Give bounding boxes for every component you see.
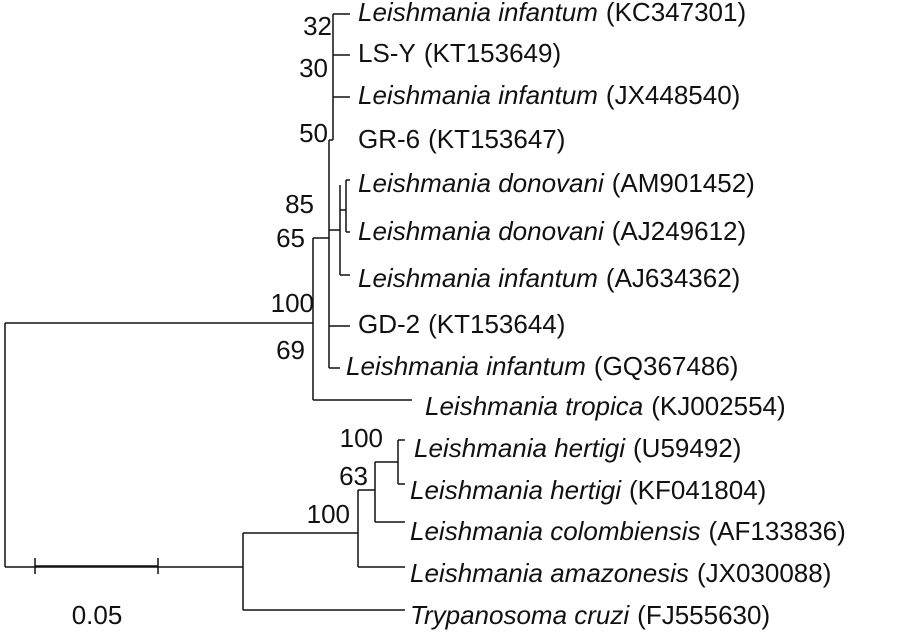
branches (4, 13, 412, 611)
leaf-label: Leishmania infantum (JX448540) (358, 80, 740, 110)
accession: (JX448540) (606, 80, 740, 110)
leaf-label: Leishmania infantum (AJ634362) (358, 263, 740, 293)
bootstrap-value: 50 (299, 118, 328, 148)
leaf-label: Leishmania hertigi (U59492) (414, 433, 741, 463)
accession: (JX030088) (697, 558, 831, 588)
species-name: Leishmania donovani (358, 168, 605, 198)
strain-name: GD-2 (358, 309, 420, 339)
leaf-label: Leishmania infantum (GQ367486) (346, 351, 738, 381)
species-name: Leishmania infantum (358, 0, 598, 27)
leaf-label: Trypanosoma cruzi (FJ555630) (410, 600, 770, 630)
accession: (KJ002554) (651, 391, 785, 421)
bootstrap-value: 65 (276, 223, 305, 253)
bootstrap-value: 100 (271, 288, 314, 318)
bootstrap-value: 30 (299, 53, 328, 83)
species-name: Leishmania amazonesis (410, 558, 689, 588)
accession: (AM901452) (612, 168, 755, 198)
species-name: Leishmania tropica (425, 391, 643, 421)
species-name: Leishmania donovani (358, 216, 605, 246)
accession: (AF133836) (708, 516, 845, 546)
species-name: Leishmania infantum (358, 80, 598, 110)
species-name: Leishmania colombiensis (410, 516, 700, 546)
bootstrap-value: 100 (307, 499, 350, 529)
species-name: Trypanosoma cruzi (410, 600, 630, 630)
accession: (KF041804) (629, 475, 766, 505)
scale-label: 0.05 (72, 600, 123, 630)
accession: (KT153647) (428, 124, 565, 154)
species-name: Leishmania infantum (346, 351, 586, 381)
leaf-label: Leishmania amazonesis (JX030088) (410, 558, 831, 588)
leaf-label: GD-2 (KT153644) (358, 309, 565, 339)
leaf-label: LS-Y (KT153649) (358, 38, 561, 68)
leaf-label: Leishmania colombiensis (AF133836) (410, 516, 846, 546)
accession: (AJ634362) (606, 263, 740, 293)
accession: (GQ367486) (594, 351, 739, 381)
species-name: Leishmania hertigi (414, 433, 626, 463)
leaf-label: Leishmania tropica (KJ002554) (425, 391, 786, 421)
scale-bar (34, 558, 159, 574)
bootstrap-value: 63 (339, 461, 368, 491)
bootstrap-value: 100 (340, 423, 383, 453)
leaf-label: Leishmania infantum (KC347301) (358, 0, 746, 27)
species-name: Leishmania hertigi (410, 475, 622, 505)
strain-name: GR-6 (358, 124, 420, 154)
bootstrap-value: 85 (285, 189, 314, 219)
strain-name: LS-Y (358, 38, 416, 68)
bootstrap-value: 69 (276, 335, 305, 365)
leaf-label: Leishmania hertigi (KF041804) (410, 475, 766, 505)
accession: (U59492) (633, 433, 741, 463)
accession: (FJ555630) (637, 600, 770, 630)
accession: (KT153649) (424, 38, 561, 68)
leaf-label: Leishmania donovani (AJ249612) (358, 216, 746, 246)
accession: (AJ249612) (612, 216, 746, 246)
accession: (KT153644) (428, 309, 565, 339)
bootstrap-value: 32 (303, 11, 332, 41)
leaf-label: Leishmania donovani (AM901452) (358, 168, 755, 198)
leaf-label: GR-6 (KT153647) (358, 124, 565, 154)
accession: (KC347301) (606, 0, 746, 27)
species-name: Leishmania infantum (358, 263, 598, 293)
